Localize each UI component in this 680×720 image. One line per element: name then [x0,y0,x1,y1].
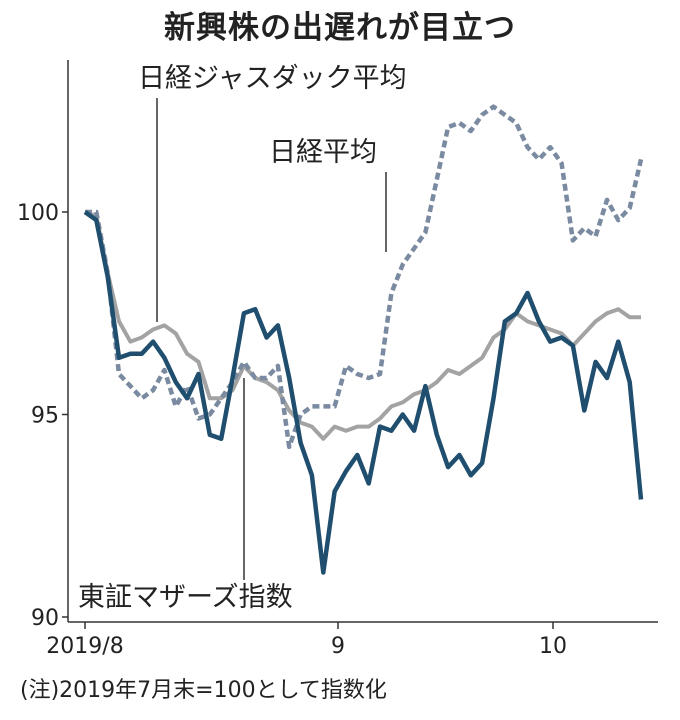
chart-title: 新興株の出遅れが目立つ [164,10,516,46]
annotation-label: 日経ジャスダック平均 [138,63,407,94]
y-tick-label: 95 [31,404,59,429]
axes: 90 95 100 2019/8 9 10 [17,60,658,659]
y-tick-label: 90 [31,606,59,631]
series-line-mothers [83,210,644,575]
x-tick-label: 10 [539,634,567,659]
annotation-label: 東証マザーズ指数 [78,582,293,613]
y-tick-label: 100 [17,201,59,226]
series-lines [83,104,644,575]
series-line-jasdaq [84,210,641,441]
footnote: (注)2019年7月末=100として指数化 [20,678,387,703]
x-tick-label: 2019/8 [46,634,123,659]
annotation-label: 日経平均 [269,137,377,168]
series-line-nikkei [85,104,644,450]
x-tick-label: 9 [331,634,345,659]
